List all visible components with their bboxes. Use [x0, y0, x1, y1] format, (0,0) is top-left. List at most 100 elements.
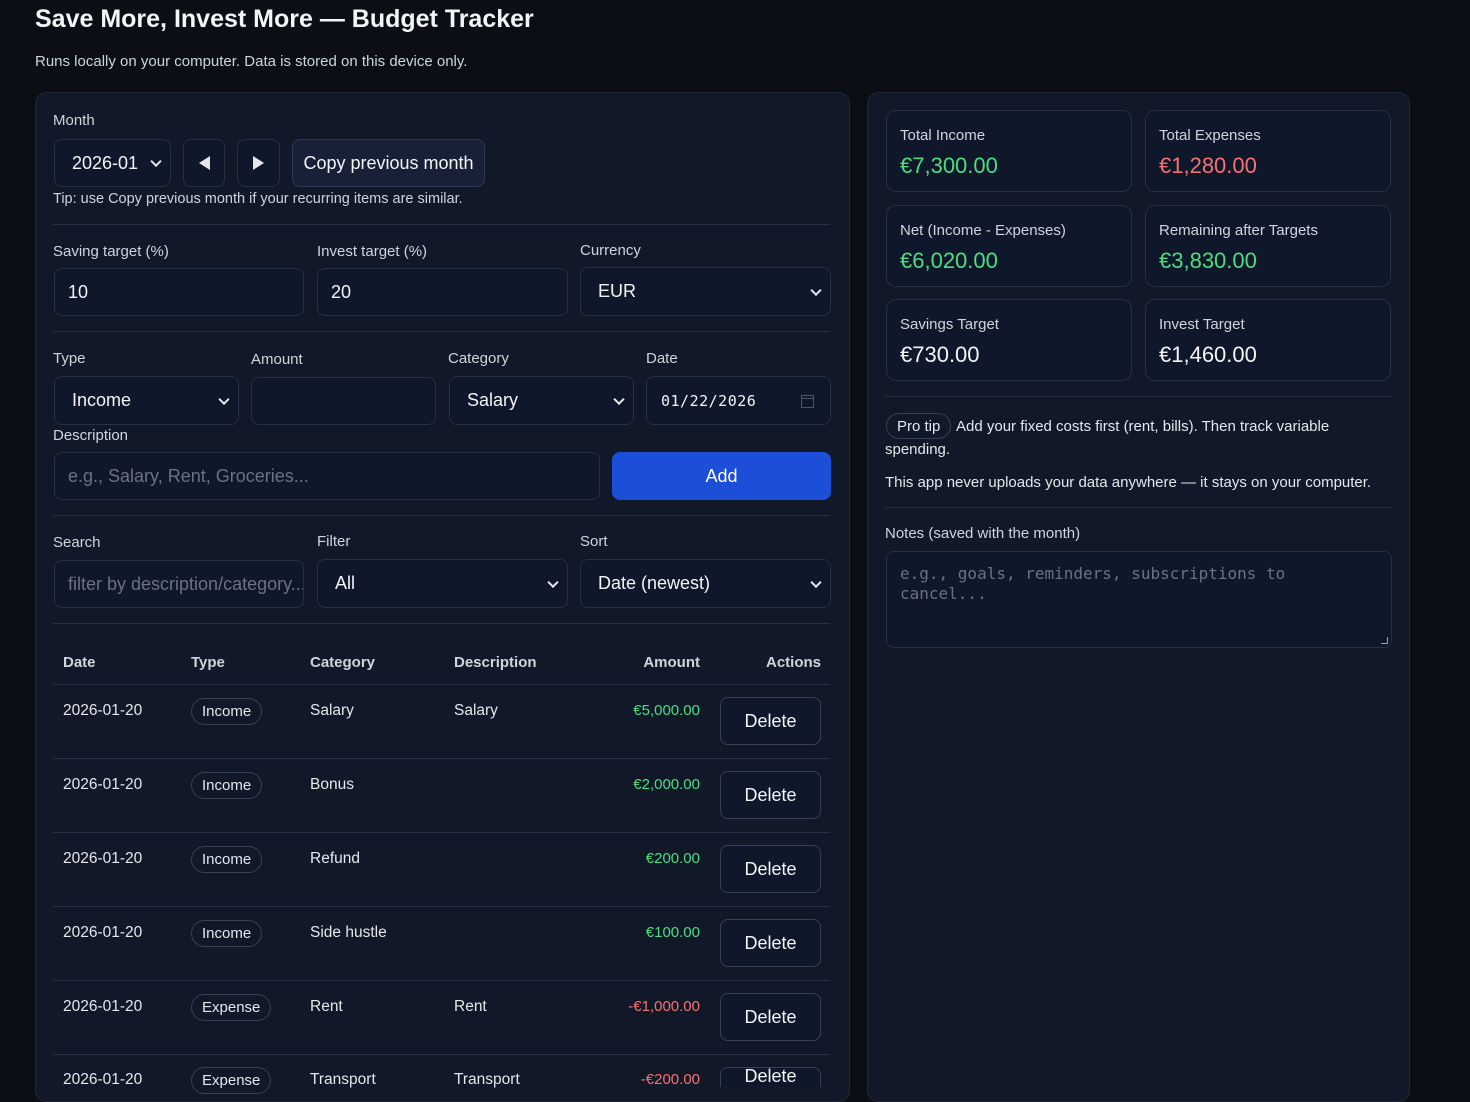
- saving-target-label: Saving target (%): [53, 243, 169, 260]
- table-row-category: Rent: [310, 998, 343, 1015]
- type-badge: Income: [191, 920, 263, 947]
- divider: [53, 515, 830, 516]
- table-row-amount: -€1,000.00: [628, 998, 700, 1015]
- description-placeholder: e.g., Salary, Rent, Groceries...: [68, 465, 309, 486]
- amount-label: Amount: [251, 351, 303, 368]
- month-label: Month: [53, 112, 95, 129]
- type-badge: Expense: [191, 994, 272, 1021]
- category-select-value: Salary: [467, 390, 519, 410]
- remaining-card: Remaining after Targets €3,830.00: [1145, 205, 1391, 287]
- triangle-right-icon: [253, 156, 264, 170]
- month-select[interactable]: 2026-01: [54, 139, 171, 187]
- page-subtitle: Runs locally on your computer. Data is s…: [35, 53, 468, 70]
- total-expenses-card: Total Expenses €1,280.00: [1145, 110, 1391, 192]
- invest-target-input[interactable]: 20: [317, 268, 568, 316]
- search-label: Search: [53, 534, 101, 551]
- savings-target-value: €730.00: [900, 342, 980, 367]
- divider: [53, 331, 830, 332]
- delete-button[interactable]: Delete: [720, 697, 821, 745]
- pro-tip-text-continued: spending.: [885, 441, 951, 458]
- chevron-down-icon: [810, 576, 822, 588]
- invest-target-value: €1,460.00: [1159, 342, 1257, 367]
- invest-target-card: Invest Target €1,460.00: [1145, 299, 1391, 381]
- table-row-description: Salary: [454, 702, 498, 719]
- table-row-date: 2026-01-20: [63, 702, 143, 719]
- sort-select[interactable]: Date (newest): [580, 559, 831, 608]
- chevron-down-icon: [218, 393, 230, 405]
- delete-button[interactable]: Delete: [720, 1067, 821, 1087]
- total-income-card: Total Income €7,300.00: [886, 110, 1132, 192]
- col-type: Type: [191, 654, 225, 671]
- table-row-description: Transport: [454, 1071, 520, 1088]
- divider: [885, 507, 1392, 508]
- category-select[interactable]: Salary: [449, 376, 634, 425]
- table-row-amount: -€200.00: [640, 1071, 700, 1088]
- table-row-amount: €2,000.00: [633, 776, 700, 793]
- divider: [53, 906, 830, 907]
- delete-button[interactable]: Delete: [720, 919, 821, 967]
- invest-target-value: 20: [331, 281, 352, 302]
- table-row-date: 2026-01-20: [63, 998, 143, 1015]
- sort-label: Sort: [580, 533, 608, 550]
- date-input[interactable]: 01/22/2026: [646, 376, 831, 425]
- calendar-icon[interactable]: [801, 394, 814, 408]
- description-input[interactable]: e.g., Salary, Rent, Groceries...: [54, 452, 600, 500]
- total-income-value: €7,300.00: [900, 153, 998, 178]
- table-row-amount: €100.00: [645, 924, 700, 941]
- divider: [885, 396, 1392, 397]
- delete-button[interactable]: Delete: [720, 845, 821, 893]
- col-description: Description: [454, 654, 537, 671]
- invest-target-label: Invest Target: [1159, 316, 1245, 333]
- col-actions: Actions: [765, 654, 821, 671]
- notes-placeholder-continued: cancel...: [900, 584, 987, 603]
- copy-previous-month-button[interactable]: Copy previous month: [292, 139, 485, 187]
- net-value: €6,020.00: [900, 248, 998, 273]
- total-expenses-value: €1,280.00: [1159, 153, 1257, 178]
- currency-select[interactable]: EUR: [580, 267, 831, 316]
- type-badge: Income: [191, 698, 263, 725]
- notes-placeholder: e.g., goals, reminders, subscriptions to: [900, 564, 1286, 583]
- remaining-value: €3,830.00: [1159, 248, 1257, 273]
- description-label: Description: [53, 427, 129, 444]
- table-row-date: 2026-01-20: [63, 850, 143, 867]
- chevron-down-icon: [810, 284, 822, 296]
- table-row-date: 2026-01-20: [63, 1071, 143, 1088]
- search-placeholder: filter by description/category...: [68, 573, 304, 594]
- saving-target-input[interactable]: 10: [54, 268, 304, 316]
- net-label: Net (Income - Expenses): [900, 222, 1066, 239]
- type-badge: Income: [191, 772, 263, 799]
- notes-textarea[interactable]: e.g., goals, reminders, subscriptions to…: [886, 551, 1392, 648]
- prev-month-button[interactable]: [183, 139, 225, 187]
- search-input[interactable]: filter by description/category...: [54, 560, 304, 608]
- type-badge: Expense: [191, 1067, 272, 1094]
- savings-target-card: Savings Target €730.00: [886, 299, 1132, 381]
- type-label: Type: [53, 350, 86, 367]
- sort-select-value: Date (newest): [598, 573, 711, 593]
- add-button[interactable]: Add: [612, 452, 831, 500]
- table-row-category: Side hustle: [310, 924, 387, 941]
- date-input-value: 01/22/2026: [661, 391, 757, 410]
- delete-button[interactable]: Delete: [720, 993, 821, 1041]
- type-select[interactable]: Income: [54, 376, 239, 425]
- divider: [53, 684, 830, 685]
- table-row-category: Transport: [310, 1071, 376, 1088]
- next-month-button[interactable]: [237, 139, 280, 187]
- month-select-value: 2026-01: [72, 152, 139, 173]
- amount-input[interactable]: [251, 377, 436, 425]
- category-label: Category: [448, 350, 509, 367]
- type-select-value: Income: [72, 390, 132, 410]
- saving-target-value: 10: [68, 281, 89, 302]
- table-row-category: Refund: [310, 850, 360, 867]
- pro-tip-text: Add your fixed costs first (rent, bills)…: [956, 418, 1330, 435]
- resize-handle-icon[interactable]: [1381, 637, 1388, 644]
- table-row-date: 2026-01-20: [63, 924, 143, 941]
- savings-target-label: Savings Target: [900, 316, 999, 333]
- net-card: Net (Income - Expenses) €6,020.00: [886, 205, 1132, 287]
- filter-select[interactable]: All: [317, 559, 568, 608]
- col-date: Date: [63, 654, 96, 671]
- delete-button[interactable]: Delete: [720, 771, 821, 819]
- privacy-note: This app never uploads your data anywher…: [885, 474, 1372, 491]
- notes-label: Notes (saved with the month): [885, 525, 1081, 542]
- table-row-category: Bonus: [310, 776, 354, 793]
- total-expenses-label: Total Expenses: [1159, 127, 1261, 144]
